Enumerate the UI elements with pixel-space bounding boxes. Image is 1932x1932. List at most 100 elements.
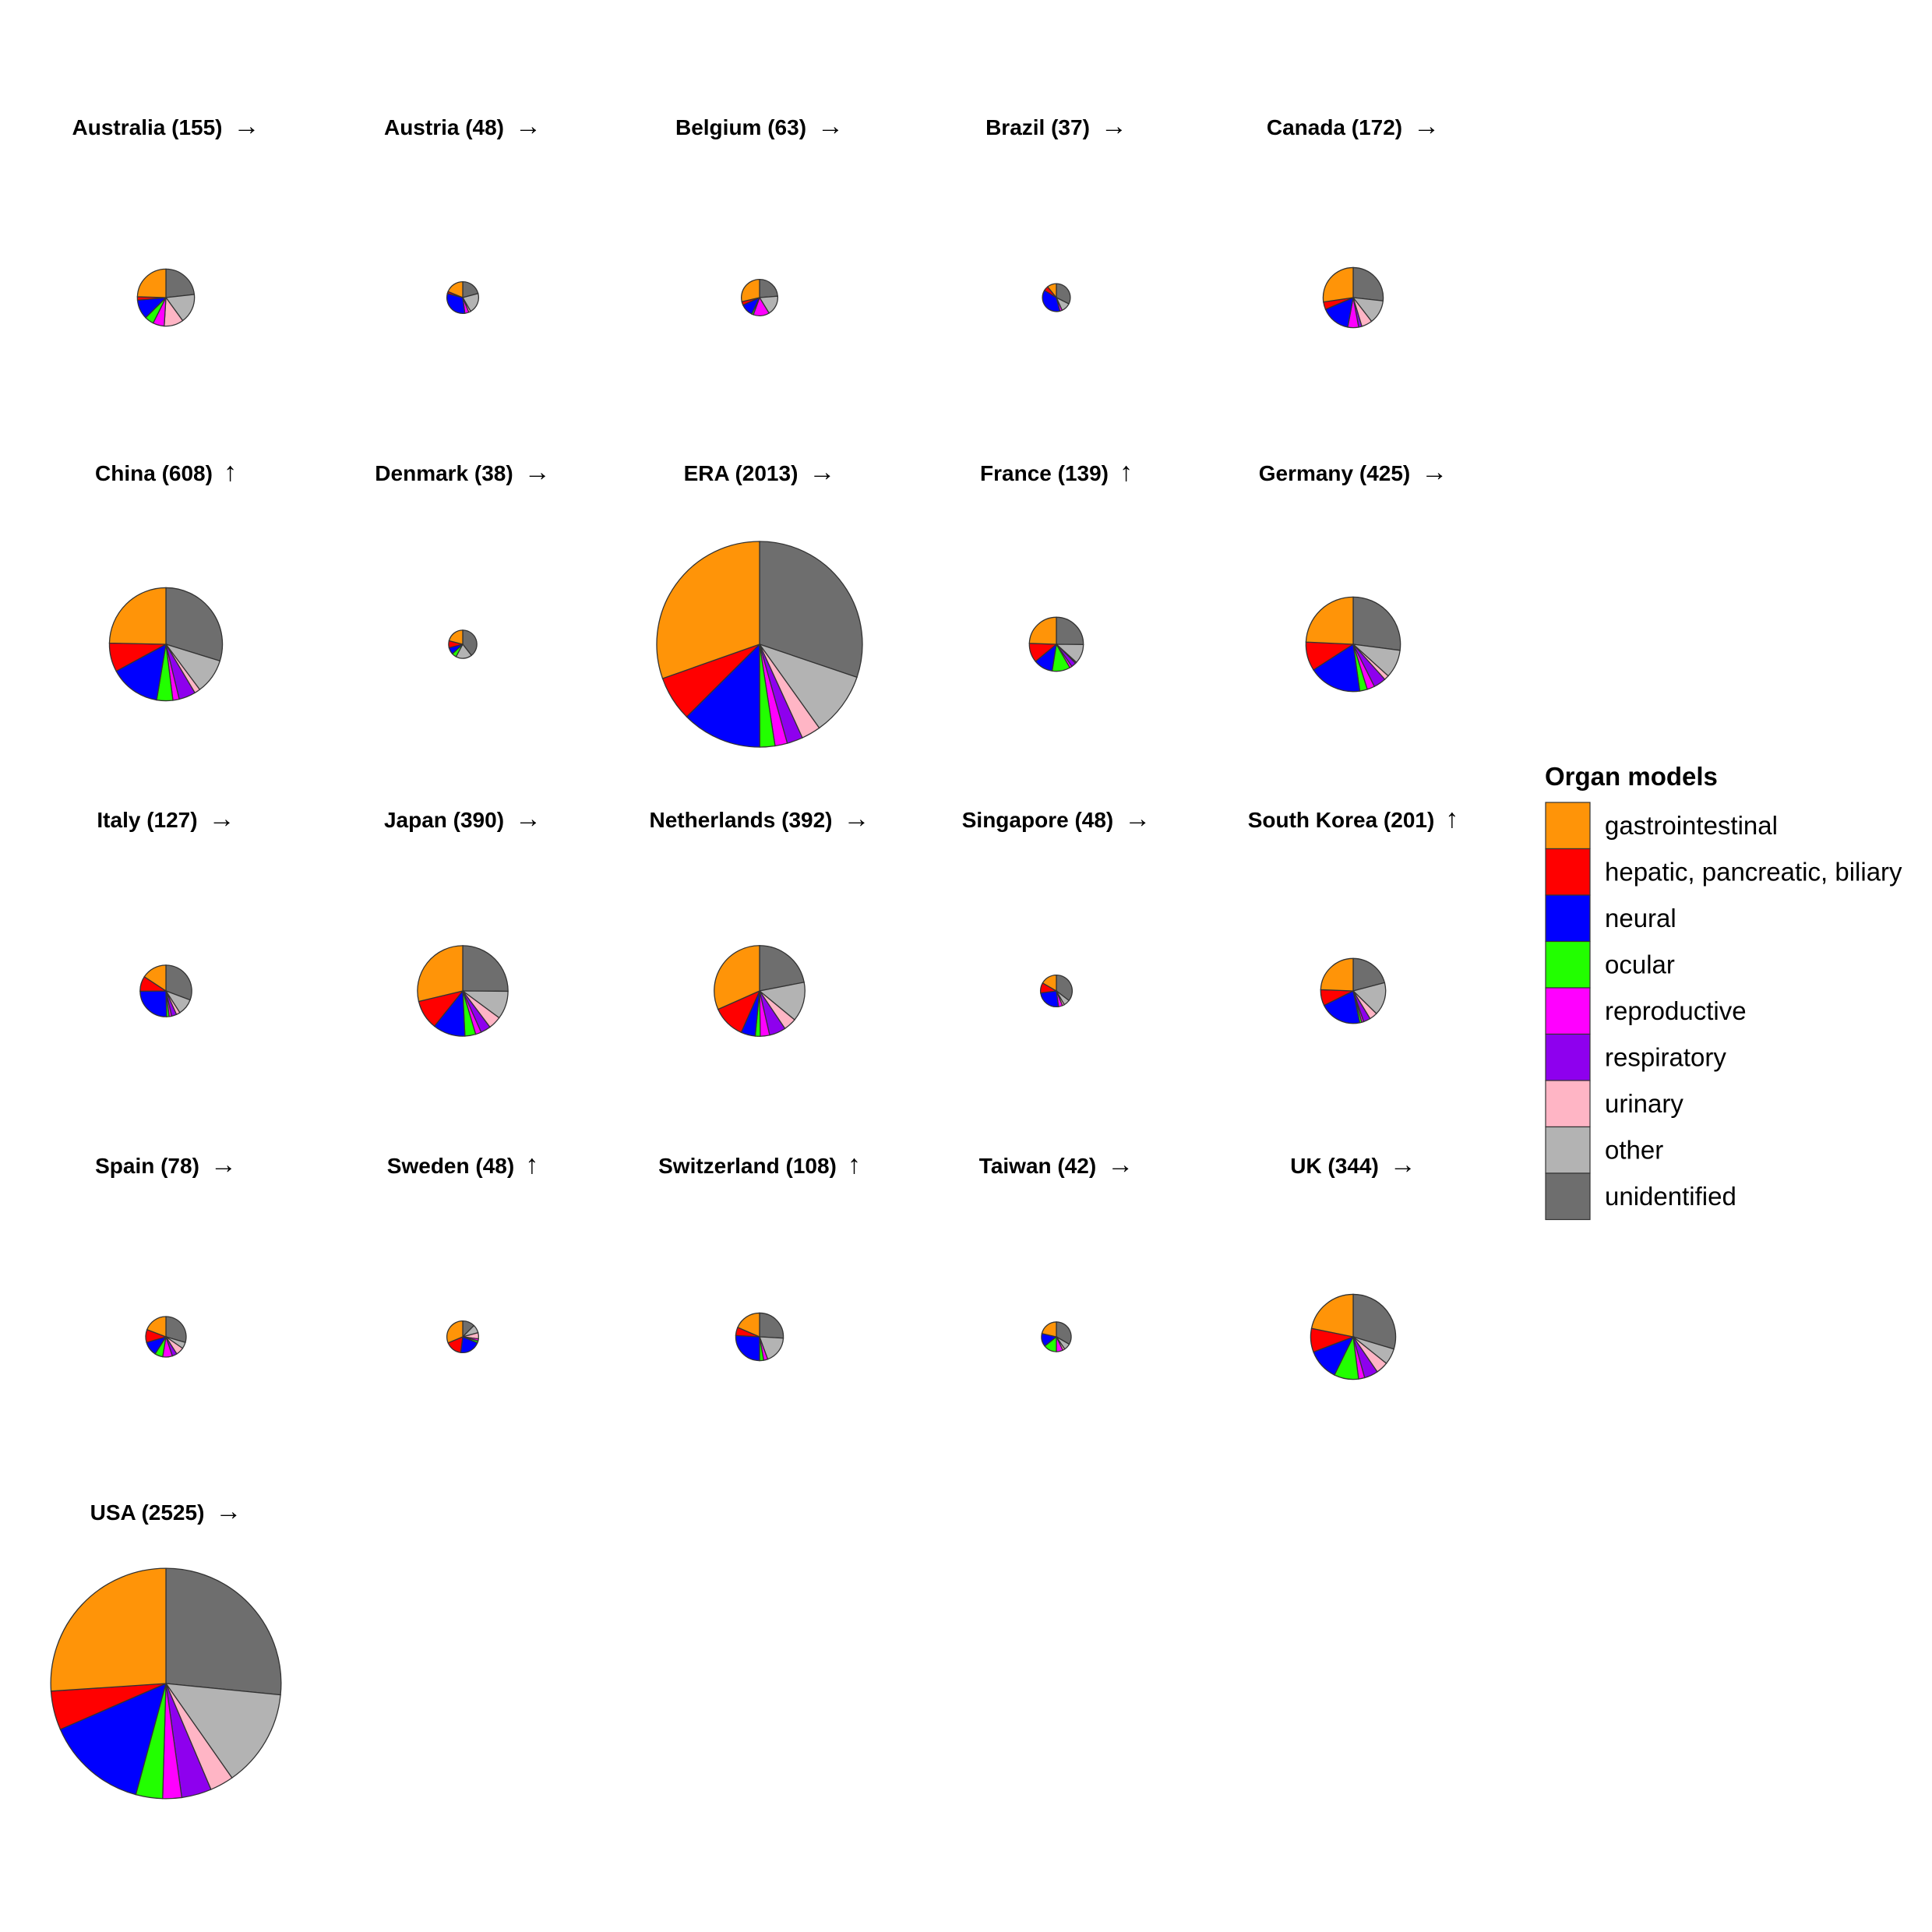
pie-slice-gastrointestinal: [737, 1312, 760, 1338]
pie-slice-unidentified: [759, 541, 863, 679]
pie-slice-unidentified: [1352, 596, 1401, 651]
legend-label: gastrointestinal: [1605, 811, 1778, 840]
pie-slice-gastrointestinal: [447, 280, 464, 298]
pie-panel: Netherlands (392) →: [650, 804, 869, 1037]
pie-slice-gastrointestinal: [656, 541, 760, 679]
panel-title-label: Italy (127): [97, 808, 197, 832]
panel-title-label: France (139): [980, 461, 1109, 485]
trend-arrow: →: [809, 457, 835, 487]
panel-title: Italy (127) →: [97, 804, 234, 834]
panel-title: South Korea (201) ↑: [1248, 804, 1459, 834]
panel-title-label: China (608): [95, 461, 213, 485]
legend-title: Organ models: [1545, 762, 1718, 791]
trend-arrow: →: [1390, 1150, 1416, 1179]
panel-title: UK (344) →: [1290, 1150, 1416, 1179]
pie-slice-other: [758, 643, 858, 729]
pie-slice-neural: [1042, 289, 1061, 312]
panel-title-label: USA (2525): [90, 1500, 205, 1525]
pie-slice-unidentified: [1056, 616, 1084, 646]
panel-title-label: Switzerland (108): [658, 1154, 837, 1178]
pie-slice-neural: [735, 1334, 760, 1362]
panel-title-label: Belgium (63): [675, 115, 806, 139]
panel-title-label: Japan (390): [384, 808, 504, 832]
panel-title-label: Austria (48): [384, 115, 504, 139]
pie-panel: Japan (390) →: [384, 804, 541, 1037]
panel-title: France (139) ↑: [980, 457, 1133, 487]
pie-slice-unidentified: [759, 1312, 784, 1339]
legend-label: hepatic, pancreatic, biliary: [1605, 858, 1902, 887]
pie-slice-unidentified: [759, 945, 805, 992]
panel-title: ERA (2013) →: [684, 457, 836, 487]
pie-slice-gastrointestinal: [146, 1316, 167, 1338]
trend-arrow: →: [1421, 457, 1447, 487]
trend-arrow: →: [1413, 111, 1440, 141]
pie-panel: France (139) ↑: [980, 457, 1133, 672]
pie-slice-unidentified: [165, 1567, 282, 1696]
trend-arrow: →: [1124, 804, 1151, 834]
pie-slice-neural: [686, 643, 760, 748]
pie-slice-gastrointestinal: [446, 1320, 464, 1344]
trend-arrow: →: [1101, 111, 1127, 141]
pie-panel: Belgium (63) →: [675, 111, 844, 316]
legend-label: other: [1605, 1136, 1663, 1165]
pie-panel: ERA (2013) →: [656, 457, 863, 748]
panel-title-label: Sweden (48): [387, 1154, 514, 1178]
pie-slice-gastrointestinal: [143, 964, 167, 992]
pie-panel: China (608) ↑: [95, 457, 237, 702]
pie-slice-unidentified: [165, 1316, 187, 1344]
legend-label: ocular: [1605, 950, 1675, 979]
legend-swatch: [1545, 940, 1591, 989]
pie-panel: Denmark (38) →: [375, 457, 551, 659]
pie-slice-other: [164, 1683, 281, 1779]
pie-slice-gastrointestinal: [1322, 266, 1354, 303]
panel-title-label: Australia (155): [72, 115, 223, 139]
panel-title-label: Germany (425): [1259, 461, 1411, 485]
pie-panel: UK (344) →: [1290, 1150, 1416, 1380]
panel-title: Taiwan (42) →: [979, 1150, 1133, 1179]
pie-slice-gastrointestinal: [417, 945, 464, 1003]
pie-slice-gastrointestinal: [1028, 616, 1057, 645]
legend-swatch: [1545, 802, 1591, 850]
pie-panel: Canada (172) →: [1267, 111, 1440, 329]
pie-panel: South Korea (201) ↑: [1248, 804, 1459, 1024]
panel-title-label: Netherlands (392): [650, 808, 833, 832]
trend-arrow: ↑: [224, 457, 237, 487]
panel-title-label: UK (344): [1290, 1154, 1379, 1178]
pie-slice-gastrointestinal: [448, 629, 464, 645]
trend-arrow: →: [1107, 1150, 1133, 1179]
pie-slice-gastrointestinal: [50, 1567, 167, 1692]
pie-slice-gastrointestinal: [1042, 974, 1057, 992]
panel-title-label: Canada (172): [1267, 115, 1402, 139]
pie-slice-gastrointestinal: [741, 278, 760, 302]
pie-slice-neural: [1040, 990, 1059, 1008]
trend-arrow: →: [515, 111, 541, 141]
pie-slice-other: [758, 982, 806, 1021]
pie-slice-neural: [1313, 643, 1361, 693]
trend-arrow: →: [524, 457, 551, 487]
pie-slice-neural: [139, 990, 167, 1017]
pie-panel: Taiwan (42) →: [979, 1150, 1133, 1352]
trend-arrow: →: [817, 111, 844, 141]
legend-swatch: [1545, 894, 1591, 943]
panel-title-label: Brazil (37): [985, 115, 1090, 139]
legend-swatch: [1545, 1080, 1591, 1128]
legend-label: neural: [1605, 904, 1676, 933]
panel-title-label: Spain (78): [95, 1154, 199, 1178]
panel-title-label: Singapore (48): [962, 808, 1113, 832]
panel-title: Japan (390) →: [384, 804, 541, 834]
pie-slice-gastrointestinal: [1046, 283, 1057, 299]
legend-swatch: [1545, 848, 1591, 896]
pie-panel: Australia (155) →: [72, 111, 259, 327]
panel-title: Spain (78) →: [95, 1150, 237, 1179]
pie-slice-unidentified: [462, 945, 509, 992]
pie-panel: Spain (78) →: [95, 1150, 237, 1358]
legend-label: reproductive: [1605, 996, 1747, 1025]
legend-swatch: [1545, 1172, 1591, 1221]
panel-title: USA (2525) →: [90, 1497, 242, 1526]
legend-label: urinary: [1605, 1089, 1683, 1118]
pie-slice-unidentified: [165, 964, 192, 1001]
pie-slice-unidentified: [1352, 957, 1386, 992]
panel-title-label: Taiwan (42): [979, 1154, 1096, 1178]
legend-swatch: [1545, 1126, 1591, 1174]
pie-slice-gastrointestinal: [1320, 957, 1354, 992]
